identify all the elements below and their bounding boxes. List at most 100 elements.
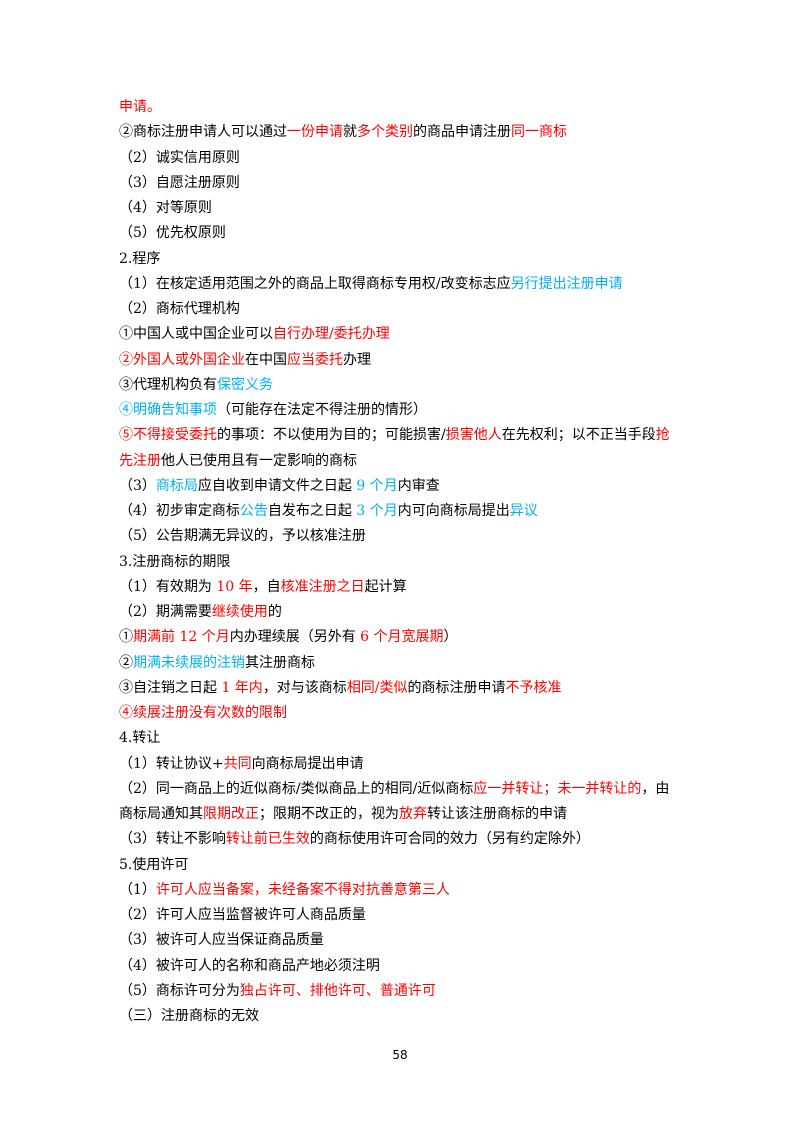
text-run: （2）商标代理机构 bbox=[119, 301, 240, 317]
text-run: 同一商标 bbox=[511, 124, 567, 141]
text-run: （1）转让协议+ bbox=[119, 755, 224, 772]
text-run: 应自收到申请文件之日起 bbox=[197, 477, 357, 494]
text-run: 保密义务 bbox=[217, 376, 273, 393]
text-line: （1）许可人应当备案，未经备案不得对抗善意第三人 bbox=[119, 878, 689, 903]
text-run: 自行办理/委托办理 bbox=[273, 326, 390, 343]
text-run: 先注册 bbox=[119, 452, 161, 469]
text-line: （2）期满需要继续使用的 bbox=[119, 600, 689, 625]
text-run: 应一并转让；未一并转让的 bbox=[473, 780, 642, 797]
text-run: 转让该注册商标的申请 bbox=[427, 806, 567, 822]
text-run: ② bbox=[119, 654, 133, 671]
text-run: 的事项：不以使用为目的；可能损害/ bbox=[217, 427, 446, 444]
text-run: 办理 bbox=[343, 351, 371, 368]
text-run: 1 年内 bbox=[221, 679, 263, 696]
text-run: 4.转让 bbox=[119, 730, 161, 747]
text-line: 2.程序 bbox=[119, 247, 689, 272]
text-run: 应当委托 bbox=[287, 351, 343, 368]
text-run: （可能存在法定不得注册的情形） bbox=[217, 402, 427, 418]
text-run: （3）转让不影响 bbox=[119, 831, 226, 848]
text-run: ②商标注册申请人可以通过 bbox=[119, 124, 287, 141]
text-run: 一份申请 bbox=[287, 124, 343, 141]
text-line: ④明确告知事项（可能存在法定不得注册的情形） bbox=[119, 398, 689, 423]
text-line: 商标局通知其限期改正；限期不改正的，视为放弃转让该注册商标的申请 bbox=[119, 802, 689, 827]
text-run: 6 个月宽展期 bbox=[360, 629, 444, 646]
text-line: （2）商标代理机构 bbox=[119, 297, 689, 322]
text-run: 申请。 bbox=[119, 99, 161, 115]
text-run: （2）期满需要 bbox=[119, 604, 212, 620]
text-run: ，自 bbox=[252, 578, 281, 595]
text-line: 3.注册商标的期限 bbox=[119, 550, 689, 575]
text-run: （5）商标许可分为 bbox=[119, 982, 240, 999]
text-line: （1）有效期为 10 年，自核准注册之日起计算 bbox=[119, 575, 689, 600]
text-run: 内可向商标局提出 bbox=[397, 503, 510, 519]
text-line: （5）商标许可分为独占许可、排他许可、普通许可 bbox=[119, 979, 689, 1004]
text-run: 期满未续展的注销 bbox=[133, 654, 245, 671]
text-run: 期满前 12 个月 bbox=[133, 629, 230, 646]
text-run: 自发布之日起 bbox=[267, 503, 357, 519]
text-run: 多个类别 bbox=[357, 124, 413, 141]
text-line: 申请。 bbox=[119, 95, 689, 120]
text-run: 2.程序 bbox=[119, 250, 161, 267]
text-run: （4）对等原则 bbox=[119, 200, 212, 216]
text-run: 的商品申请注册 bbox=[413, 124, 511, 141]
text-run: 异议 bbox=[509, 503, 538, 519]
text-line: （3）被许可人应当保证商品质量 bbox=[119, 928, 689, 953]
text-run: （4）初步审定商标 bbox=[119, 503, 240, 519]
text-run: 放弃 bbox=[399, 806, 427, 822]
text-run: 内审查 bbox=[397, 477, 440, 494]
text-line: （1）转让协议+共同向商标局提出申请 bbox=[119, 752, 689, 777]
text-line: ①期满前 12 个月内办理续展（另外有 6 个月宽展期） bbox=[119, 625, 689, 650]
text-run: 公告 bbox=[239, 503, 268, 519]
text-run: ④续展注册没有次数的限制 bbox=[119, 705, 287, 721]
text-run: 商标局 bbox=[155, 477, 198, 494]
text-run: 转让前已生效 bbox=[225, 831, 310, 848]
text-run: 另行提出注册申请 bbox=[510, 275, 623, 292]
text-run: 核准注册之日 bbox=[280, 578, 365, 595]
page-number: 58 bbox=[392, 1048, 408, 1062]
text-run: 不予核准 bbox=[505, 679, 562, 696]
text-run: 相同/类似 bbox=[346, 679, 408, 696]
text-run: （3） bbox=[119, 477, 156, 494]
text-run: 5.使用许可 bbox=[119, 856, 189, 873]
text-line: ③自注销之日起 1 年内，对与该商标相同/类似的商标注册申请不予核准 bbox=[119, 676, 689, 701]
text-run: ①中国人或中国企业可以 bbox=[119, 326, 273, 343]
text-line: （2）许可人应当监督被许可人商品质量 bbox=[119, 903, 689, 928]
text-line: 先注册他人已使用且有一定影响的商标 bbox=[119, 449, 689, 474]
text-run: ④明确告知事项 bbox=[119, 402, 217, 418]
text-line: （4）对等原则 bbox=[119, 196, 689, 221]
text-line: （2）诚实信用原则 bbox=[119, 146, 689, 171]
text-run: 独占许可、排他许可、普通许可 bbox=[239, 982, 436, 999]
text-run: 许可人应当备案，未经备案不得对抗善意第三人 bbox=[155, 881, 450, 898]
text-run: （2）同一商品上的近似商标/类似商品上的相同/近似商标 bbox=[119, 780, 474, 797]
text-run: （1） bbox=[119, 881, 156, 898]
document-body: 申请。 ②商标注册申请人可以通过一份申请就多个类别的商品申请注册同一商标 （2）诚实… bbox=[119, 95, 689, 1029]
text-run: 10 年 bbox=[216, 578, 253, 595]
text-run: （5）公告期满无异议的，予以核准注册 bbox=[119, 528, 366, 545]
text-run: 向商标局提出申请 bbox=[251, 755, 364, 772]
text-run: （2）诚实信用原则 bbox=[119, 149, 240, 166]
text-run: （1）有效期为 bbox=[119, 578, 217, 595]
text-run: ，由 bbox=[641, 780, 670, 797]
text-run: （4）被许可人的名称和商品产地必须注明 bbox=[119, 957, 380, 974]
text-run: 就 bbox=[343, 124, 357, 141]
text-run: （2）许可人应当监督被许可人商品质量 bbox=[119, 907, 366, 923]
text-run: （三）注册商标的无效 bbox=[119, 1008, 259, 1024]
text-run: 在中国 bbox=[245, 351, 287, 368]
text-line: （4）初步审定商标公告自发布之日起 3 个月内可向商标局提出异议 bbox=[119, 499, 689, 524]
text-line: ②期满未续展的注销其注册商标 bbox=[119, 651, 689, 676]
text-run: 其注册商标 bbox=[245, 654, 315, 671]
text-line: （1）在核定适用范围之外的商品上取得商标专用权/改变标志应另行提出注册申请 bbox=[119, 272, 689, 297]
text-line: ②商标注册申请人可以通过一份申请就多个类别的商品申请注册同一商标 bbox=[119, 120, 689, 145]
text-run: 9 个月 bbox=[356, 477, 398, 494]
text-line: （5）优先权原则 bbox=[119, 221, 689, 246]
text-line: ⑤不得接受委托的事项：不以使用为目的；可能损害/损害他人在先权利；以不正当手段抢 bbox=[119, 423, 689, 448]
text-run: 限期改正 bbox=[203, 806, 259, 822]
text-run: （1）在核定适用范围之外的商品上取得商标专用权/改变标志应 bbox=[119, 275, 511, 292]
text-run: 商标局通知其 bbox=[119, 806, 203, 822]
text-line: ③代理机构负有保密义务 bbox=[119, 373, 689, 398]
text-line: （4）被许可人的名称和商品产地必须注明 bbox=[119, 954, 689, 979]
text-run: 内办理续展（另外有 bbox=[229, 629, 361, 646]
text-run: 在先权利；以不正当手段 bbox=[501, 427, 656, 444]
text-run: 3 个月 bbox=[356, 503, 398, 519]
